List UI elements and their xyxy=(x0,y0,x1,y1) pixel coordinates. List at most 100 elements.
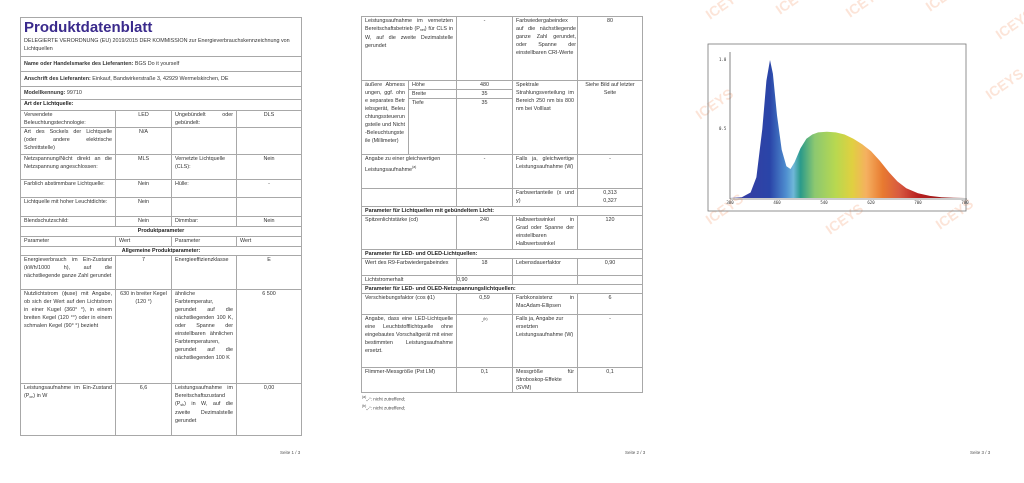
table-row: Leistungsaufnahme im vernetzten Bereitsc… xyxy=(361,16,643,81)
cell-value: - xyxy=(577,154,643,189)
chart-frame xyxy=(707,43,967,212)
cell-value: 0,90 xyxy=(456,275,513,285)
cell-label: Leistungsaufnahme im Bereitschaftszustan… xyxy=(171,383,237,436)
cell-label: Leistungsaufnahme im Ein-Zustand (Pon) i… xyxy=(20,383,116,436)
cell-value: 0,313 0,327 xyxy=(577,188,643,207)
table-row: Angabe zu einer gleichwertigen Leistungs… xyxy=(361,154,643,189)
cell-value: Siehe Bild auf letzter Seite xyxy=(577,80,643,155)
watermark-text: ICEYS xyxy=(983,65,1024,102)
table-row: Verschiebungsfaktor (cos ϕ1) 0,59 Farbkons… xyxy=(361,293,643,315)
dimension-name: Höhe xyxy=(408,80,457,90)
page-3: ICEYS ICEYS ICEYS ICEYS ICEYS ICEYS ICEYS ICEYS… xyxy=(690,0,1024,483)
mains-heading: Parameter für LED- und OLED-Netzspannung… xyxy=(361,284,643,294)
x-tick-label: 460 xyxy=(773,200,781,205)
footnote-ref: (a) xyxy=(412,165,417,169)
chromaticity-y: 0,327 xyxy=(603,198,617,204)
x-tick-label: 540 xyxy=(820,200,828,205)
x-tick-label: 700 xyxy=(914,200,922,205)
supplier-name-value: BGS Do it yourself xyxy=(134,61,180,67)
cell-label: Messgröße für Stroboskop-Effekte (SVM) xyxy=(512,367,578,393)
cell-label: Farbwiedergabeindex auf die nächstliegen… xyxy=(512,16,578,81)
cell-label: Verschiebungsfaktor (cos ϕ1) xyxy=(361,293,457,315)
footnote-mark: (a) xyxy=(362,395,367,399)
footnote-text: „-“: nicht zutreffend; xyxy=(366,396,406,402)
footnote-mark: (b) xyxy=(362,404,367,408)
watermark-text: ICEYS xyxy=(933,195,977,232)
watermark-text: ICEYS xyxy=(823,200,867,237)
y-tick-label: 0.5 xyxy=(719,126,727,131)
cell-label: Lichtstromerhalt xyxy=(361,275,457,285)
address-value: Einkauf, Bandwirkerstraße 3, 42929 Werme… xyxy=(92,76,229,82)
cell-label: Spektrale Strahlungsverteilung im Bereic… xyxy=(512,80,578,155)
table-row: Leistungsaufnahme im Ein-Zustand (Pon) i… xyxy=(20,383,303,436)
cell-value: -(b) xyxy=(456,314,513,368)
dimension-value: 35 xyxy=(456,98,513,155)
label-text: Leistungsaufnahme im Ein-Zustand (P xyxy=(24,385,112,399)
cell-label: Energieeffizienzklasse xyxy=(171,255,237,290)
dimension-name: Tiefe xyxy=(408,98,457,155)
cell-label: Flimmer-Messgröße (Pst LM) xyxy=(361,367,457,393)
cell-value: 6,6 xyxy=(115,383,172,436)
model-value: 99710 xyxy=(66,90,82,96)
label-text: ) für CLS in W, auf die zweite Dezimalst… xyxy=(365,26,454,49)
address-label: Anschrift des Lieferanten: xyxy=(24,76,91,82)
cell-label: ähnliche Farbtemperatur, gerundet auf di… xyxy=(171,289,237,384)
cell-label: Falls ja, gleichwertige Leistungsaufnahm… xyxy=(512,154,578,189)
table-row: Energieverbrauch im Ein-Zustand (kWh/100… xyxy=(20,255,303,290)
cell-label: Nutzlichtstrom (ɸuse) mit Angabe, ob sic… xyxy=(20,289,116,384)
label-text: ) in W xyxy=(33,393,48,399)
cell-value: 240 xyxy=(456,215,513,250)
dimension-value: 480 xyxy=(456,80,513,90)
cell-value: 6 500 xyxy=(235,289,303,384)
table-row: Wert des R9-Farbwiedergabeindex 18 Lebensd… xyxy=(361,258,643,276)
footnote-text: „-“: nicht zutreffend; xyxy=(366,405,406,411)
cell-value: 0,90 xyxy=(577,258,643,276)
footnote-ref: (b) xyxy=(483,317,488,321)
cell-value: 630 in breiter Kegel (120 °) xyxy=(115,289,172,384)
led-heading: Parameter für LED- und OLED-Lichtquellen… xyxy=(361,249,643,259)
page-number: Seite 1 / 3 xyxy=(280,450,301,455)
x-tick-label: 380 xyxy=(726,200,734,205)
label-subscript: on xyxy=(29,395,34,399)
cell-value: 0,1 xyxy=(456,367,513,393)
cell-value: 0,00 xyxy=(235,383,303,436)
dimensions-row: äußere Abmessungen, ggf. ohne separates … xyxy=(361,80,643,155)
label-text: ) in W, auf die zweite Dezimalstelle ger… xyxy=(175,401,233,424)
cell-label: Angabe, dass eine LED-Lichtquelle eine L… xyxy=(361,314,457,368)
label-text: Leistungsaufnahme im Bereitschaftszustan… xyxy=(175,385,233,407)
watermark-text: ICEYS xyxy=(993,5,1024,42)
cell-label: Art des Sockels der Lichtquelle (oder an… xyxy=(20,127,116,155)
model-label: Modellkennung: xyxy=(24,90,66,96)
empty-cell xyxy=(512,275,578,285)
page-number: Seite 2 / 3 xyxy=(625,450,646,455)
cell-label: Spitzenlichtstärke (cd) xyxy=(361,215,457,250)
supplier-name-label: Name oder Handelsmarke des Lieferanten: xyxy=(24,61,134,67)
watermark-text: ICEYS xyxy=(923,0,967,14)
cell-value: 7 xyxy=(115,255,172,290)
watermark-text: ICEYS xyxy=(843,0,887,20)
table-row: Flimmer-Messgröße (Pst LM) 0,1 Messgröße f… xyxy=(361,367,643,393)
cell-label: Netzspannung/Nicht direkt an die Netzspa… xyxy=(20,154,116,180)
table-row: Farbwertanteile (x und y) 0,313 0,327 xyxy=(361,188,643,207)
cell-label: Angabe zu einer gleichwertigen Leistungs… xyxy=(361,154,457,189)
cell-value: 80 xyxy=(577,16,643,81)
empty-cell xyxy=(361,188,457,207)
header-cell: Produktdatenblatt DELEGIERTE VERORDNUNG … xyxy=(19,17,303,57)
page-1: Produktdatenblatt DELEGIERTE VERORDNUNG … xyxy=(0,0,341,483)
page-number: Seite 3 / 3 xyxy=(970,450,991,455)
cell-value: 0,59 xyxy=(456,293,513,315)
cell-label: Wert des R9-Farbwiedergabeindex xyxy=(361,258,457,276)
footnote: (b)„-“: nicht zutreffend; xyxy=(362,404,405,411)
cell-label: Halbwertswinkel in Grad oder Spanne der … xyxy=(512,215,578,250)
table-row: Lichtstromerhalt 0,90 xyxy=(361,275,643,285)
cell-value xyxy=(235,127,303,155)
table-row: Nutzlichtstrom (ɸuse) mit Angabe, ob sic… xyxy=(20,289,303,384)
table-row: Netzspannung/Nicht direkt an die Netzspa… xyxy=(20,154,303,180)
cell-value: - xyxy=(456,154,513,189)
table-row: Farblich abstimmbare Lichtquelle: Nein Hül… xyxy=(20,179,303,198)
footnote: (a)„-“: nicht zutreffend; xyxy=(362,395,405,402)
regulation-text: DELEGIERTE VERORDNUNG (EU) 2019/2015 DER… xyxy=(24,38,290,52)
document-title: Produktdatenblatt xyxy=(24,19,153,36)
label-text: Leistungsaufnahme im vernetzten Bereitsc… xyxy=(365,18,453,32)
cell-value: 120 xyxy=(577,215,643,250)
